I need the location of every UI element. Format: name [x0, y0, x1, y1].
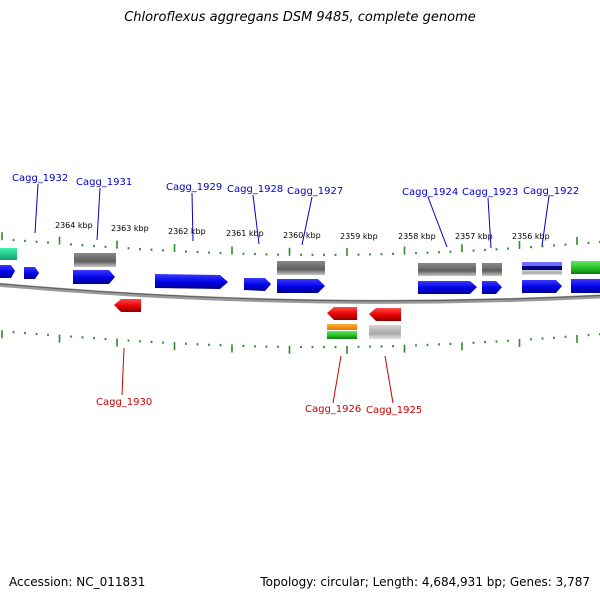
- scale-label: 2359 kbp: [340, 232, 378, 241]
- gene-arrow[interactable]: [24, 267, 39, 279]
- feature-stripe[interactable]: [522, 262, 562, 266]
- gene-label-cagg-1925[interactable]: Cagg_1925: [366, 405, 422, 416]
- scale-label: 2357 kbp: [455, 232, 493, 241]
- gene-arrow-cagg-1922[interactable]: [522, 280, 562, 293]
- feature-stripe[interactable]: [522, 270, 562, 275]
- feature-light-gray[interactable]: [369, 325, 401, 339]
- feature-orange[interactable]: [327, 324, 357, 330]
- feature-gray[interactable]: [277, 261, 325, 275]
- gene-arrow[interactable]: [0, 265, 15, 278]
- inner-tick-ring: [1, 330, 600, 354]
- gene-label-cagg-1927[interactable]: Cagg_1927: [287, 186, 343, 197]
- gene-arrow-cagg-1931[interactable]: [73, 270, 115, 284]
- scale-label: 2362 kbp: [168, 227, 206, 236]
- gene-arrow-cagg-1926[interactable]: [327, 307, 357, 320]
- reverse-strand: [114, 299, 401, 339]
- top-label-leaders: [34, 183, 550, 249]
- scale-label: 2364 kbp: [55, 221, 93, 230]
- gene-label-cagg-1931[interactable]: Cagg_1931: [76, 177, 132, 188]
- scale-label: 2356 kbp: [512, 232, 550, 241]
- gene-label-cagg-1930[interactable]: Cagg_1930: [96, 397, 152, 408]
- gene-label-cagg-1922[interactable]: Cagg_1922: [523, 186, 579, 197]
- gene-label-cagg-1928[interactable]: Cagg_1928: [227, 184, 283, 195]
- feature-gray[interactable]: [418, 263, 476, 276]
- feature-teal[interactable]: [0, 248, 17, 260]
- accession-text: Accession: NC_011831: [9, 575, 146, 589]
- gene-label-cagg-1929[interactable]: Cagg_1929: [166, 182, 222, 193]
- genome-backbone: [0, 282, 600, 304]
- genome-backbone-edge: [0, 283, 600, 302]
- feature-stripe[interactable]: [522, 266, 562, 270]
- gene-arrow-cagg-1928[interactable]: [244, 278, 271, 291]
- outer-tick-ring: [1, 232, 600, 256]
- gene-label-cagg-1932[interactable]: Cagg_1932: [12, 173, 68, 184]
- gene-arrow[interactable]: [571, 279, 600, 293]
- bottom-label-leaders: [121, 347, 394, 404]
- feature-gray[interactable]: [74, 253, 116, 267]
- gene-arrow-cagg-1924[interactable]: [418, 281, 477, 294]
- gene-label-cagg-1924[interactable]: Cagg_1924: [402, 187, 458, 198]
- forward-strand: [0, 248, 600, 294]
- scale-label: 2358 kbp: [398, 232, 436, 241]
- gene-arrow-cagg-1929[interactable]: [155, 274, 228, 289]
- feature-green[interactable]: [571, 261, 600, 274]
- map-title: Chloroflexus aggregans DSM 9485, complet…: [124, 10, 476, 25]
- genome-summary-text: Topology: circular; Length: 4,684,931 bp…: [260, 575, 590, 589]
- feature-green[interactable]: [327, 331, 357, 339]
- gene-arrow-cagg-1923[interactable]: [482, 281, 502, 294]
- gene-arrow-cagg-1930[interactable]: [114, 299, 141, 312]
- feature-gray[interactable]: [482, 263, 502, 276]
- gene-arrow-cagg-1927[interactable]: [277, 279, 325, 293]
- scale-label: 2361 kbp: [226, 229, 264, 238]
- gene-label-cagg-1926[interactable]: Cagg_1926: [305, 404, 361, 415]
- gene-label-cagg-1923[interactable]: Cagg_1923: [462, 187, 518, 198]
- scale-label: 2360 kbp: [283, 231, 321, 240]
- scale-label: 2363 kbp: [111, 224, 149, 233]
- gene-arrow-cagg-1925[interactable]: [369, 308, 401, 321]
